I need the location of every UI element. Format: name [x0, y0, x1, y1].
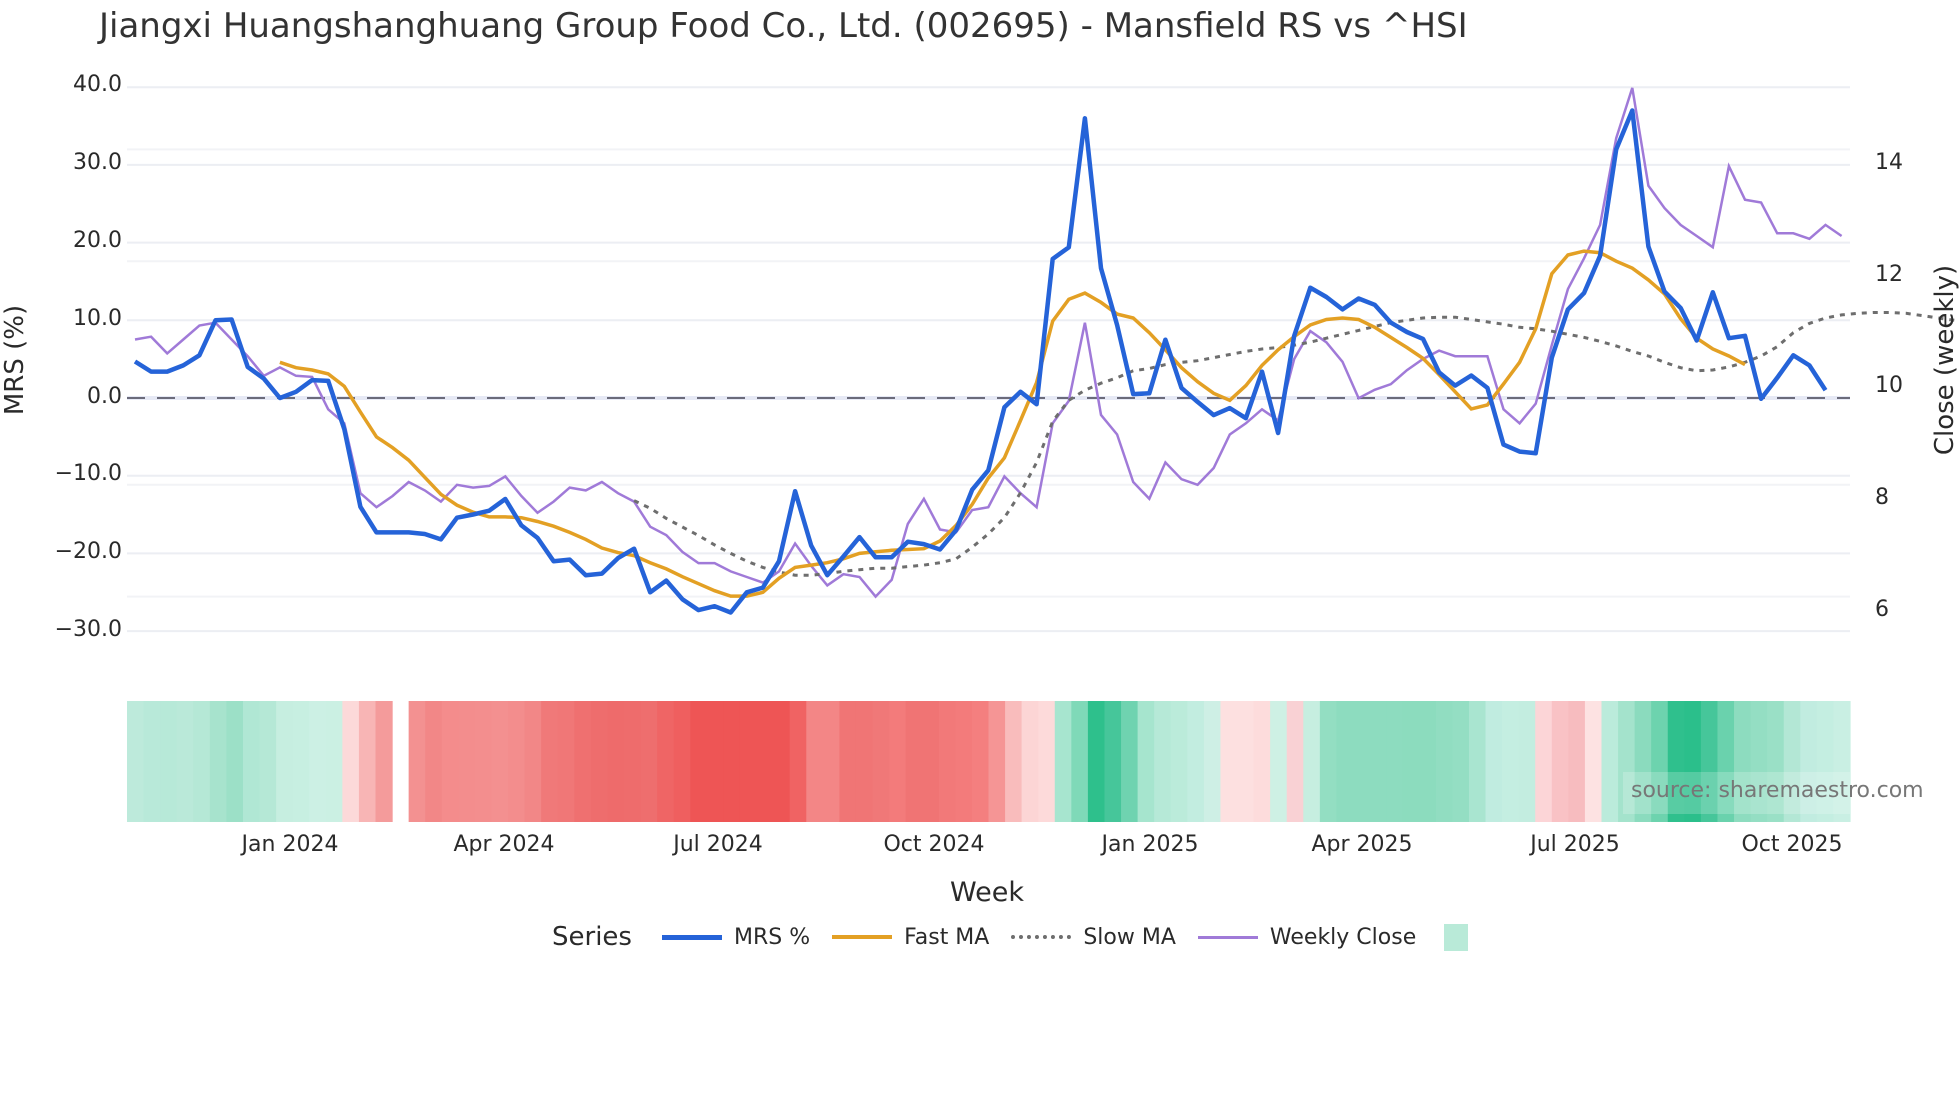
- rs-heatmap-band: [127, 701, 1851, 822]
- gridlines: [127, 86, 1850, 633]
- y-tick-right: 6: [1875, 597, 1889, 622]
- y-tick-left: −10.0: [54, 461, 122, 486]
- chart-title: Jiangxi Huangshanghuang Group Food Co., …: [99, 6, 1468, 46]
- x-tick: Apr 2024: [453, 832, 555, 857]
- y-tick-left: 10.0: [73, 306, 122, 331]
- y-tick-right: 12: [1875, 262, 1903, 287]
- y-tick-left: 30.0: [73, 150, 122, 175]
- y-tick-left: 40.0: [73, 72, 122, 97]
- mrs-line-swatch-icon: [661, 934, 722, 940]
- y-tick-right: 8: [1875, 485, 1889, 510]
- mrs-line: [133, 108, 1828, 615]
- legend-label: Slow MA: [1083, 924, 1176, 950]
- watermark: source: sharemaestro.com: [1631, 778, 1924, 803]
- slow-ma-line: [633, 311, 1960, 577]
- x-tick: Apr 2025: [1311, 832, 1413, 857]
- fast-ma-swatch-icon: [832, 935, 893, 939]
- legend-item-weekly-close[interactable]: Weekly Close: [1197, 924, 1417, 950]
- y-tick-left: 20.0: [73, 228, 122, 253]
- x-tick: Oct 2025: [1741, 832, 1843, 857]
- fast-ma-line: [279, 249, 1746, 598]
- x-tick: Jan 2024: [241, 832, 339, 857]
- legend-item-slow-ma[interactable]: Slow MA: [1011, 925, 1176, 950]
- watermark-box: [1623, 772, 1850, 814]
- legend-title: Series: [552, 922, 632, 952]
- legend-label: MRS %: [733, 924, 811, 950]
- y-tick-left: −20.0: [54, 539, 122, 564]
- y-axis-left-label: MRS (%): [0, 304, 30, 416]
- slow-ma-swatch-icon: [1011, 935, 1072, 939]
- x-tick: Jul 2024: [673, 832, 763, 857]
- y-tick-right: 10: [1875, 373, 1903, 398]
- x-tick: Oct 2024: [883, 832, 985, 857]
- heatmap-legend-swatch-icon[interactable]: [1444, 923, 1469, 951]
- legend: Series MRS % Fast MA Slow MA Weekly Clos…: [552, 922, 1469, 952]
- weekly-close-line: [134, 87, 1843, 599]
- weekly-close-swatch-icon: [1197, 935, 1258, 939]
- y-tick-right: 14: [1875, 150, 1903, 175]
- legend-item-mrs[interactable]: MRS %: [661, 924, 811, 950]
- y-axis-right-label: Close (weekly): [1930, 264, 1960, 456]
- y-tick-left: −30.0: [54, 617, 122, 642]
- legend-label: Weekly Close: [1269, 924, 1417, 950]
- x-axis-label: Week: [950, 877, 1024, 908]
- y-tick-left: 0.0: [87, 384, 122, 409]
- legend-item-fast-ma[interactable]: Fast MA: [832, 925, 989, 950]
- x-tick: Jan 2025: [1101, 832, 1199, 857]
- legend-label: Fast MA: [904, 924, 990, 950]
- x-tick: Jul 2025: [1530, 832, 1620, 857]
